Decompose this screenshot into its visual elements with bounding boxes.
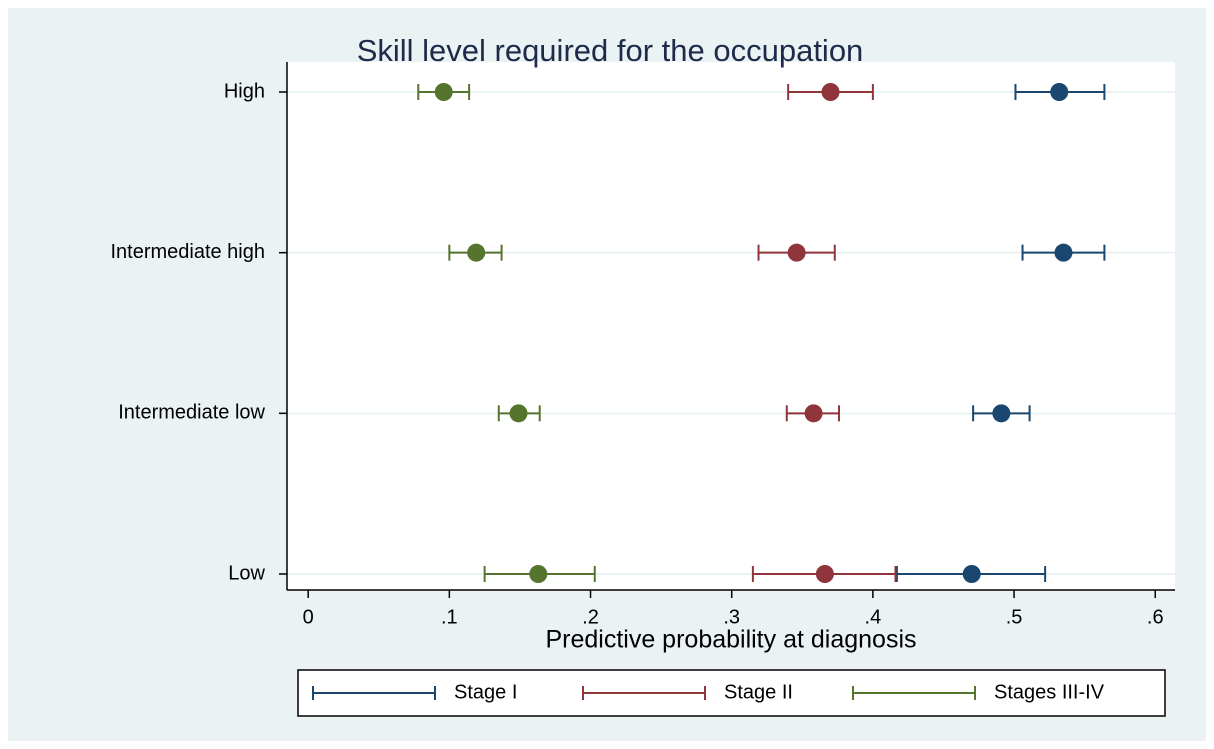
point bbox=[962, 565, 981, 583]
point bbox=[509, 404, 528, 423]
point bbox=[787, 243, 806, 262]
x-tick-label: .3 bbox=[723, 606, 740, 628]
legend-label: Stages III-IV bbox=[994, 681, 1105, 703]
y-tick-label: High bbox=[224, 80, 265, 102]
x-axis-label: Predictive probability at diagnosis bbox=[545, 626, 916, 654]
chart-title: Skill level required for the occupation bbox=[357, 33, 864, 68]
x-tick-label: .5 bbox=[1006, 606, 1023, 628]
point bbox=[1054, 243, 1073, 262]
y-tick-label: Intermediate low bbox=[118, 402, 265, 424]
x-tick-label: 0 bbox=[303, 606, 314, 628]
point bbox=[1050, 83, 1069, 101]
point bbox=[529, 565, 548, 583]
point bbox=[804, 404, 823, 423]
point bbox=[992, 404, 1011, 423]
x-tick-label: .1 bbox=[441, 606, 458, 628]
point bbox=[467, 243, 486, 262]
y-tick-label: Intermediate high bbox=[110, 241, 265, 263]
legend bbox=[297, 669, 1166, 717]
x-tick-label: .6 bbox=[1147, 606, 1164, 628]
legend-label: Stage II bbox=[724, 681, 793, 703]
x-tick-label: .2 bbox=[582, 606, 599, 628]
plot-region bbox=[287, 62, 1175, 590]
y-tick-label: Low bbox=[228, 562, 265, 584]
legend-label: Stage I bbox=[454, 681, 517, 703]
point bbox=[821, 83, 840, 101]
point bbox=[815, 565, 834, 583]
point bbox=[434, 83, 453, 101]
x-tick-label: .4 bbox=[865, 606, 882, 628]
